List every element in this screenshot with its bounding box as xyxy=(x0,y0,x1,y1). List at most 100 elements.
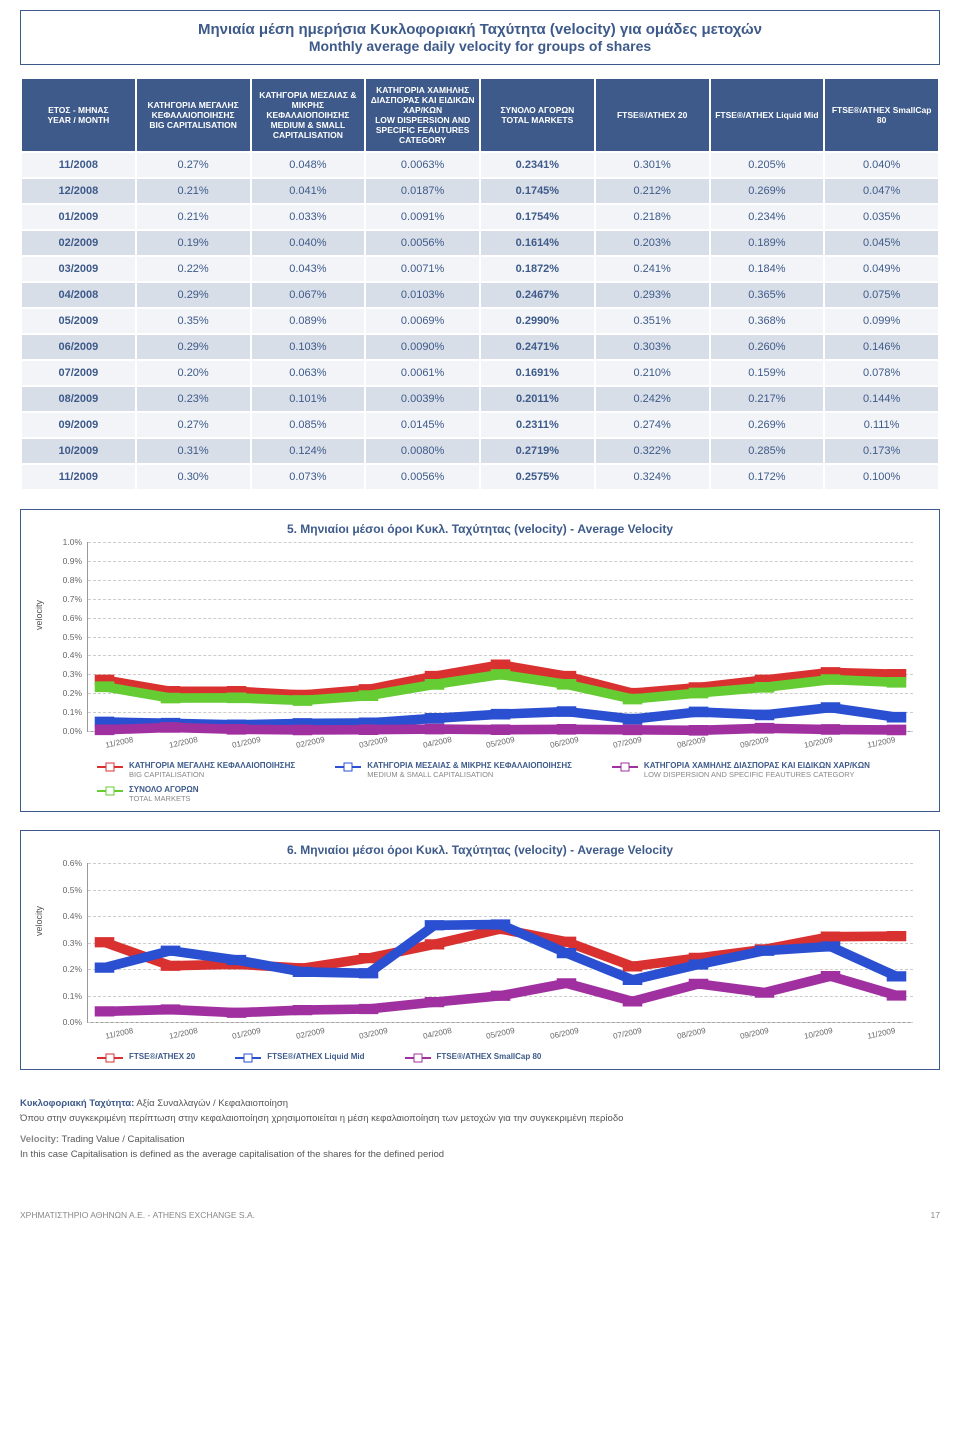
y-tick-label: 0.6% xyxy=(40,858,82,868)
y-tick-label: 1.0% xyxy=(40,537,82,547)
chart5-xlabels: 11/200812/200801/200902/200903/200904/20… xyxy=(87,732,913,747)
chart5-box: 5. Μηνιαίοι μέσοι όροι Κυκλ. Ταχύτητας (… xyxy=(20,509,940,812)
cell-value: 0.1872% xyxy=(480,256,595,282)
fn-en-line2: In this case Capitalisation is defined a… xyxy=(20,1149,940,1160)
cell-value: 0.212% xyxy=(595,178,710,204)
page-footer: ΧΡΗΜΑΤΙΣΤΗΡΙΟ ΑΘΗΝΩΝ Α.Ε. - ATHENS EXCHA… xyxy=(20,1210,940,1220)
fn-gr-line2: Όπου στην συγκεκριμένη περίπτωση στην κε… xyxy=(20,1113,940,1124)
cell-value: 0.274% xyxy=(595,412,710,438)
y-tick-label: 0.9% xyxy=(40,556,82,566)
cell-value: 0.0103% xyxy=(365,282,480,308)
cell-value: 0.322% xyxy=(595,438,710,464)
cell-month: 12/2008 xyxy=(21,178,136,204)
legend-item: ΚΑΤΗΓΟΡΙΑ ΧΑΜΗΛΗΣ ΔΙΑΣΠΟΡΑΣ ΚΑΙ ΕΙΔΙΚΩΝ … xyxy=(612,761,870,779)
cell-month: 08/2009 xyxy=(21,386,136,412)
legend-label: FTSE®/ATHEX SmallCap 80 xyxy=(437,1052,542,1061)
y-tick-label: 0.4% xyxy=(40,911,82,921)
cell-month: 03/2009 xyxy=(21,256,136,282)
cell-value: 0.351% xyxy=(595,308,710,334)
table-row: 02/20090.19%0.040%0.0056%0.1614%0.203%0.… xyxy=(21,230,939,256)
cell-value: 0.035% xyxy=(824,204,939,230)
y-tick-label: 0.3% xyxy=(40,669,82,679)
legend-label: ΣΥΝΟΛΟ ΑΓΟΡΩΝTOTAL MARKETS xyxy=(129,785,199,803)
cell-value: 0.27% xyxy=(136,412,251,438)
chart5-plot: 0.0%0.1%0.2%0.3%0.4%0.5%0.6%0.7%0.8%0.9%… xyxy=(87,542,913,732)
cell-value: 0.0056% xyxy=(365,464,480,490)
cell-value: 0.146% xyxy=(824,334,939,360)
cell-value: 0.040% xyxy=(251,230,366,256)
y-tick-label: 0.0% xyxy=(40,1017,82,1027)
table-row: 09/20090.27%0.085%0.0145%0.2311%0.274%0.… xyxy=(21,412,939,438)
cell-value: 0.040% xyxy=(824,152,939,178)
cell-month: 07/2009 xyxy=(21,360,136,386)
cell-value: 0.124% xyxy=(251,438,366,464)
cell-value: 0.324% xyxy=(595,464,710,490)
cell-month: 05/2009 xyxy=(21,308,136,334)
cell-value: 0.234% xyxy=(710,204,825,230)
y-tick-label: 0.7% xyxy=(40,594,82,604)
cell-value: 0.189% xyxy=(710,230,825,256)
cell-value: 0.063% xyxy=(251,360,366,386)
legend-swatch xyxy=(97,790,123,792)
cell-value: 0.1754% xyxy=(480,204,595,230)
legend-item: FTSE®/ATHEX 20 xyxy=(97,1052,195,1061)
cell-value: 0.067% xyxy=(251,282,366,308)
table-body: 11/20080.27%0.048%0.0063%0.2341%0.301%0.… xyxy=(21,152,939,490)
cell-value: 0.0056% xyxy=(365,230,480,256)
cell-value: 0.033% xyxy=(251,204,366,230)
chart6-legend: FTSE®/ATHEX 20 FTSE®/ATHEX Liquid Mid FTSE… xyxy=(97,1052,923,1061)
legend-item: ΣΥΝΟΛΟ ΑΓΟΡΩΝTOTAL MARKETS xyxy=(97,785,199,803)
legend-item: FTSE®/ATHEX Liquid Mid xyxy=(235,1052,364,1061)
cell-month: 11/2009 xyxy=(21,464,136,490)
table-row: 07/20090.20%0.063%0.0061%0.1691%0.210%0.… xyxy=(21,360,939,386)
cell-value: 0.21% xyxy=(136,178,251,204)
legend-item: FTSE®/ATHEX SmallCap 80 xyxy=(405,1052,542,1061)
y-tick-label: 0.2% xyxy=(40,688,82,698)
cell-value: 0.19% xyxy=(136,230,251,256)
cell-value: 0.303% xyxy=(595,334,710,360)
cell-value: 0.0061% xyxy=(365,360,480,386)
y-tick-label: 0.6% xyxy=(40,613,82,623)
cell-value: 0.184% xyxy=(710,256,825,282)
cell-value: 0.285% xyxy=(710,438,825,464)
chart5-title: 5. Μηνιαίοι μέσοι όροι Κυκλ. Ταχύτητας (… xyxy=(37,522,923,536)
col-header: FTSE®/ATHEX Liquid Mid xyxy=(710,78,825,152)
chart6-xlabels: 11/200812/200801/200902/200903/200904/20… xyxy=(87,1023,913,1038)
cell-value: 0.2719% xyxy=(480,438,595,464)
legend-swatch xyxy=(235,1057,261,1059)
cell-value: 0.0080% xyxy=(365,438,480,464)
cell-value: 0.173% xyxy=(824,438,939,464)
legend-label: ΚΑΤΗΓΟΡΙΑ ΜΕΓΑΛΗΣ ΚΕΦΑΛΑΙΟΠΟΙΗΣΗΣBIG CAP… xyxy=(129,761,295,779)
cell-value: 0.20% xyxy=(136,360,251,386)
legend-label: ΚΑΤΗΓΟΡΙΑ ΧΑΜΗΛΗΣ ΔΙΑΣΠΟΡΑΣ ΚΑΙ ΕΙΔΙΚΩΝ … xyxy=(644,761,870,779)
cell-value: 0.23% xyxy=(136,386,251,412)
cell-value: 0.2575% xyxy=(480,464,595,490)
y-tick-label: 0.4% xyxy=(40,650,82,660)
y-tick-label: 0.5% xyxy=(40,885,82,895)
cell-value: 0.301% xyxy=(595,152,710,178)
legend-label: ΚΑΤΗΓΟΡΙΑ ΜΕΣΑΙΑΣ & ΜΙΚΡΗΣ ΚΕΦΑΛΑΙΟΠΟΙΗΣ… xyxy=(367,761,572,779)
cell-value: 0.159% xyxy=(710,360,825,386)
cell-value: 0.041% xyxy=(251,178,366,204)
cell-value: 0.2311% xyxy=(480,412,595,438)
table-row: 06/20090.29%0.103%0.0090%0.2471%0.303%0.… xyxy=(21,334,939,360)
cell-value: 0.269% xyxy=(710,178,825,204)
table-row: 08/20090.23%0.101%0.0039%0.2011%0.242%0.… xyxy=(21,386,939,412)
table-row: 11/20090.30%0.073%0.0056%0.2575%0.324%0.… xyxy=(21,464,939,490)
cell-value: 0.101% xyxy=(251,386,366,412)
y-tick-label: 0.3% xyxy=(40,938,82,948)
footnotes: Κυκλοφοριακή Ταχύτητα: Αξία Συναλλαγών /… xyxy=(20,1098,940,1160)
legend-item: ΚΑΤΗΓΟΡΙΑ ΜΕΣΑΙΑΣ & ΜΙΚΡΗΣ ΚΕΦΑΛΑΙΟΠΟΙΗΣ… xyxy=(335,761,572,779)
footer-right: 17 xyxy=(931,1210,940,1220)
y-tick-label: 0.2% xyxy=(40,964,82,974)
col-header: FTSE®/ATHEX 20 xyxy=(595,78,710,152)
cell-value: 0.048% xyxy=(251,152,366,178)
cell-value: 0.0091% xyxy=(365,204,480,230)
fn-en-rest: Trading Value / Capitalisation xyxy=(59,1134,185,1145)
cell-value: 0.0145% xyxy=(365,412,480,438)
fn-gr-rest: Αξία Συναλλαγών / Κεφαλαιοποίηση xyxy=(134,1098,288,1109)
cell-value: 0.242% xyxy=(595,386,710,412)
cell-value: 0.2467% xyxy=(480,282,595,308)
cell-value: 0.078% xyxy=(824,360,939,386)
col-header: ΣΥΝΟΛΟ ΑΓΟΡΩΝTOTAL MARKETS xyxy=(480,78,595,152)
